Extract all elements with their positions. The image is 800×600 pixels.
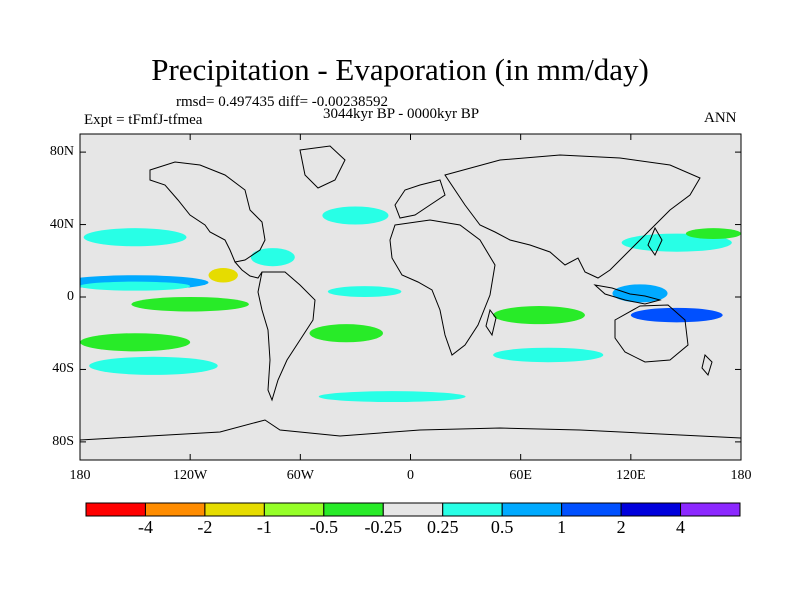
colorbar-label-4: -0.25 bbox=[364, 517, 403, 537]
x-tick-label-6: 180 bbox=[730, 468, 752, 483]
y-tick-label-0: 0 bbox=[67, 289, 74, 304]
field-region-n-pacific-band bbox=[83, 228, 187, 247]
rmsd-diff-stats: rmsd= 0.497435 diff= -0.00238592 bbox=[176, 94, 389, 110]
coast-madagascar bbox=[485, 308, 497, 337]
field-region-nw-pacific-dry bbox=[685, 228, 741, 240]
field-region-s-atlantic-dry bbox=[309, 324, 383, 343]
y-tick-label-80S: 80S bbox=[52, 433, 74, 449]
y-tick-label-40N: 40N bbox=[49, 216, 74, 232]
colorbar-swatch-3 bbox=[263, 502, 325, 517]
season-label: ANN bbox=[704, 110, 737, 126]
coast-japan bbox=[647, 226, 663, 256]
field-region-atlantic-itcz bbox=[327, 286, 402, 298]
coast-north-america bbox=[149, 161, 266, 263]
x-tick-label-1: 120W bbox=[173, 468, 208, 483]
field-region-w-pacific-strong bbox=[630, 307, 723, 323]
x-tick-label-5: 120E bbox=[616, 468, 646, 483]
colorbar-label-3: -0.5 bbox=[309, 517, 339, 537]
colorbar-swatch-9 bbox=[620, 502, 682, 517]
coast-africa bbox=[389, 219, 496, 356]
coast-antarctica bbox=[80, 419, 741, 441]
colorbar bbox=[85, 502, 741, 517]
x-tick-label-0: 180 bbox=[69, 468, 91, 483]
colorbar-swatch-8 bbox=[561, 502, 622, 517]
coast-europe bbox=[394, 179, 446, 219]
colorbar-swatch-1 bbox=[144, 502, 206, 517]
colorbar-swatch-6 bbox=[442, 502, 503, 517]
colorbar-swatch-7 bbox=[501, 502, 563, 517]
y-tick-label-40S: 40S bbox=[52, 361, 74, 377]
field-region-s-pacific-dry bbox=[80, 333, 191, 352]
coast-central-america bbox=[234, 261, 263, 279]
colorbar-swatch-4 bbox=[323, 502, 384, 517]
figure-title: Precipitation - Evaporation (in mm/day) bbox=[151, 52, 649, 87]
field-region-pacific-dry-tongue bbox=[131, 297, 249, 312]
colorbar-swatch-0 bbox=[85, 502, 146, 517]
field-region-n-atlantic-band bbox=[322, 206, 389, 225]
coastline-layer bbox=[80, 145, 741, 441]
field-region-indian-dry bbox=[493, 306, 585, 325]
field-layer bbox=[80, 206, 741, 403]
coast-australia bbox=[614, 304, 689, 363]
field-region-south-ocean bbox=[318, 391, 466, 403]
coast-greenland bbox=[299, 145, 346, 189]
colorbar-label-1: -2 bbox=[197, 517, 213, 537]
y-tick-label-80N: 80N bbox=[49, 144, 74, 160]
field-region-caribbean-wet bbox=[250, 248, 295, 267]
colorbar-swatch-10 bbox=[680, 502, 741, 517]
tick-layer bbox=[79, 134, 742, 460]
colorbar-label-8: 2 bbox=[616, 517, 626, 537]
colorbar-label-0: -4 bbox=[137, 517, 153, 537]
field-region-s-indian-wet bbox=[493, 347, 604, 363]
coast-south-america bbox=[257, 271, 316, 402]
field-region-central-america-dry bbox=[208, 268, 238, 283]
experiment-label: Expt = tFmfJ-tfmea bbox=[84, 112, 203, 128]
colorbar-swatch-5 bbox=[382, 502, 444, 517]
colorbar-label-2: -1 bbox=[256, 517, 272, 537]
colorbar-label-9: 4 bbox=[676, 517, 686, 537]
colorbar-label-6: 0.5 bbox=[490, 517, 514, 537]
coast-asia bbox=[444, 154, 701, 279]
x-tick-label-4: 60E bbox=[509, 468, 532, 483]
colorbar-label-7: 1 bbox=[557, 517, 567, 537]
x-tick-label-2: 60W bbox=[286, 468, 314, 483]
x-tick-label-3: 0 bbox=[407, 468, 414, 483]
field-region-s-pacific-wet bbox=[89, 356, 218, 375]
coast-new-zealand bbox=[701, 354, 713, 377]
coast-indonesia bbox=[593, 284, 662, 305]
period-label: 3044kyr BP - 0000kyr BP bbox=[323, 106, 480, 122]
colorbar-label-5: 0.25 bbox=[426, 517, 459, 537]
field-region-itcz-pacific-strong bbox=[80, 281, 191, 291]
colorbar-swatch-2 bbox=[204, 502, 265, 517]
